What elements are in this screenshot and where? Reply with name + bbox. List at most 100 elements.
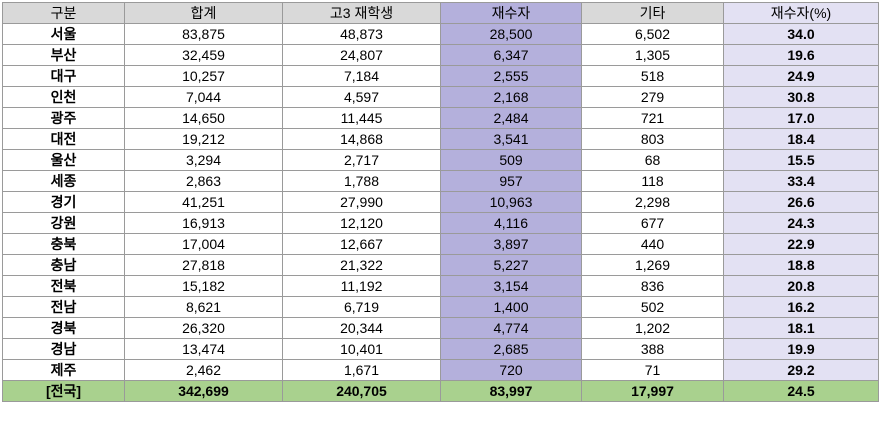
cell-total: 17,004	[124, 233, 283, 255]
cell-other: 1,305	[581, 44, 724, 66]
cell-repeater-rate: 16.2	[723, 296, 879, 318]
cell-seniors: 1,671	[282, 359, 441, 381]
cell-repeater-rate: 26.6	[723, 191, 879, 213]
table-row: 세종 2,863 1,788 957 118 33.4	[2, 170, 879, 192]
cell-seniors: 11,192	[282, 275, 441, 297]
cell-other: 1,202	[581, 317, 724, 339]
header-total: 합계	[124, 2, 283, 24]
cell-repeater-rate: 22.9	[723, 233, 879, 255]
cell-region: 서울	[2, 23, 125, 45]
cell-repeaters: 2,168	[440, 86, 582, 108]
cell-total: 8,621	[124, 296, 283, 318]
cell-repeater-rate: 19.6	[723, 44, 879, 66]
cell-seniors: 24,807	[282, 44, 441, 66]
table-row: 서울 83,875 48,873 28,500 6,502 34.0	[2, 23, 879, 45]
cell-repeater-rate: 33.4	[723, 170, 879, 192]
cell-total: 10,257	[124, 65, 283, 87]
cell-region: 경북	[2, 317, 125, 339]
cell-repeaters: 4,774	[440, 317, 582, 339]
cell-other: 518	[581, 65, 724, 87]
cell-total: 3,294	[124, 149, 283, 171]
cell-repeater-rate: 18.8	[723, 254, 879, 276]
cell-total: 7,044	[124, 86, 283, 108]
total-repeaters: 83,997	[440, 380, 582, 402]
total-repeater-rate: 24.5	[723, 380, 879, 402]
cell-region: 경기	[2, 191, 125, 213]
cell-repeater-rate: 17.0	[723, 107, 879, 129]
table-row: 전남 8,621 6,719 1,400 502 16.2	[2, 296, 879, 318]
cell-region: 울산	[2, 149, 125, 171]
cell-seniors: 2,717	[282, 149, 441, 171]
cell-seniors: 20,344	[282, 317, 441, 339]
total-seniors: 240,705	[282, 380, 441, 402]
cell-repeaters: 509	[440, 149, 582, 171]
cell-seniors: 14,868	[282, 128, 441, 150]
table-row: 대전 19,212 14,868 3,541 803 18.4	[2, 128, 879, 150]
total-row: [전국] 342,699 240,705 83,997 17,997 24.5	[2, 380, 879, 402]
cell-other: 502	[581, 296, 724, 318]
cell-repeaters: 3,541	[440, 128, 582, 150]
cell-repeaters: 720	[440, 359, 582, 381]
cell-repeater-rate: 30.8	[723, 86, 879, 108]
cell-region: 대전	[2, 128, 125, 150]
total-other: 17,997	[581, 380, 724, 402]
cell-total: 32,459	[124, 44, 283, 66]
cell-region: 부산	[2, 44, 125, 66]
cell-total: 16,913	[124, 212, 283, 234]
table-row: 부산 32,459 24,807 6,347 1,305 19.6	[2, 44, 879, 66]
cell-repeaters: 10,963	[440, 191, 582, 213]
cell-repeater-rate: 18.1	[723, 317, 879, 339]
cell-repeater-rate: 19.9	[723, 338, 879, 360]
cell-total: 14,650	[124, 107, 283, 129]
table-row: 제주 2,462 1,671 720 71 29.2	[2, 359, 879, 381]
cell-repeaters: 2,555	[440, 65, 582, 87]
cell-other: 68	[581, 149, 724, 171]
cell-repeater-rate: 24.9	[723, 65, 879, 87]
cell-region: 전북	[2, 275, 125, 297]
cell-other: 677	[581, 212, 724, 234]
header-repeater-rate: 재수자(%)	[723, 2, 879, 24]
cell-repeater-rate: 24.3	[723, 212, 879, 234]
cell-repeaters: 1,400	[440, 296, 582, 318]
cell-other: 440	[581, 233, 724, 255]
cell-seniors: 12,120	[282, 212, 441, 234]
cell-other: 388	[581, 338, 724, 360]
table-row: 광주 14,650 11,445 2,484 721 17.0	[2, 107, 879, 129]
exam-applicants-table: 구분 합계 고3 재학생 재수자 기타 재수자(%) 서울 83,875 48,87…	[2, 2, 879, 402]
cell-region: 제주	[2, 359, 125, 381]
cell-region: 전남	[2, 296, 125, 318]
table-row: 강원 16,913 12,120 4,116 677 24.3	[2, 212, 879, 234]
cell-repeaters: 957	[440, 170, 582, 192]
cell-repeaters: 5,227	[440, 254, 582, 276]
cell-total: 13,474	[124, 338, 283, 360]
cell-other: 836	[581, 275, 724, 297]
table-row: 인천 7,044 4,597 2,168 279 30.8	[2, 86, 879, 108]
cell-repeater-rate: 29.2	[723, 359, 879, 381]
cell-seniors: 4,597	[282, 86, 441, 108]
cell-total: 83,875	[124, 23, 283, 45]
cell-repeater-rate: 18.4	[723, 128, 879, 150]
table-row: 경북 26,320 20,344 4,774 1,202 18.1	[2, 317, 879, 339]
cell-other: 71	[581, 359, 724, 381]
table-row: 충북 17,004 12,667 3,897 440 22.9	[2, 233, 879, 255]
cell-other: 803	[581, 128, 724, 150]
header-other: 기타	[581, 2, 724, 24]
cell-repeaters: 2,484	[440, 107, 582, 129]
table-body: 서울 83,875 48,873 28,500 6,502 34.0 부산 32,459 24,…	[2, 23, 879, 402]
table-row: 경남 13,474 10,401 2,685 388 19.9	[2, 338, 879, 360]
total-total: 342,699	[124, 380, 283, 402]
cell-seniors: 21,322	[282, 254, 441, 276]
cell-region: 대구	[2, 65, 125, 87]
total-region: [전국]	[2, 380, 125, 402]
cell-repeaters: 28,500	[440, 23, 582, 45]
cell-region: 세종	[2, 170, 125, 192]
cell-total: 2,863	[124, 170, 283, 192]
cell-total: 41,251	[124, 191, 283, 213]
header-row: 구분 합계 고3 재학생 재수자 기타 재수자(%)	[2, 2, 879, 24]
cell-seniors: 48,873	[282, 23, 441, 45]
cell-repeaters: 6,347	[440, 44, 582, 66]
cell-seniors: 27,990	[282, 191, 441, 213]
table-row: 대구 10,257 7,184 2,555 518 24.9	[2, 65, 879, 87]
cell-total: 15,182	[124, 275, 283, 297]
cell-seniors: 1,788	[282, 170, 441, 192]
